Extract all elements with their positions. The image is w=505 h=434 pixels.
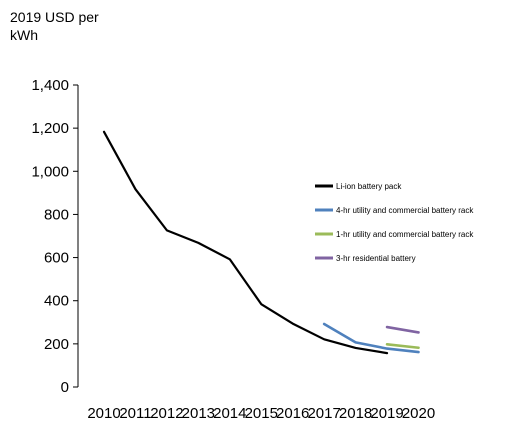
legend: Li-ion battery pack 4-hr utility and comm… xyxy=(315,182,474,263)
y-tick-label: 0 xyxy=(61,379,69,396)
y-axis: 0 200 400 600 800 1,000 1,200 1,400 xyxy=(31,77,79,396)
y-tick-label: 400 xyxy=(44,293,69,310)
x-tick-label: 2011 xyxy=(119,405,151,422)
y-axis-unit-line-2: kWh xyxy=(10,27,38,43)
series-line-4 xyxy=(385,325,420,334)
x-tick-label: 2013 xyxy=(182,405,215,422)
y-tick-label: 600 xyxy=(44,250,69,267)
y-axis-unit-label: 2019 USD per kWh xyxy=(10,8,99,44)
x-tick-label: 2017 xyxy=(307,405,340,422)
x-tick-label: 2020 xyxy=(402,405,435,422)
x-tick-label: 2018 xyxy=(339,405,372,422)
y-tick-label: 1,400 xyxy=(31,77,69,94)
legend-label: 1-hr utility and commercial battery rack xyxy=(336,230,474,239)
x-axis: 2010201120122013201420152016201720182019… xyxy=(87,405,435,422)
x-tick-label: 2010 xyxy=(87,405,120,422)
x-tick-label: 2015 xyxy=(245,405,278,422)
y-tick-label: 1,000 xyxy=(31,163,69,180)
series-line-2 xyxy=(322,322,420,354)
y-tick-label: 800 xyxy=(44,206,69,223)
x-tick-label: 2012 xyxy=(150,405,183,422)
y-tick-label: 200 xyxy=(44,336,69,353)
x-tick-label: 2014 xyxy=(213,405,246,422)
y-tick-label: 1,200 xyxy=(31,120,69,137)
x-tick-label: 2019 xyxy=(370,405,403,422)
series-layer xyxy=(102,130,420,355)
legend-label: 3-hr residential battery xyxy=(336,254,416,263)
series-line-1 xyxy=(102,130,389,355)
legend-label: Li-ion battery pack xyxy=(336,182,402,191)
legend-label: 4-hr utility and commercial battery rack xyxy=(336,206,474,215)
series-line-3 xyxy=(385,342,420,350)
y-axis-unit-line-1: 2019 USD per xyxy=(10,9,99,25)
x-tick-label: 2016 xyxy=(276,405,309,422)
